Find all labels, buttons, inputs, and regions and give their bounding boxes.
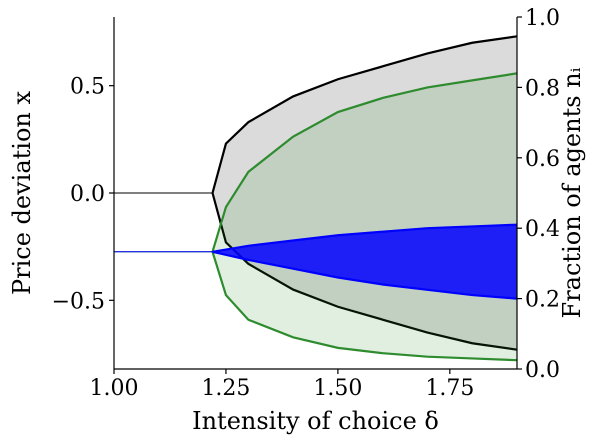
upper-envelope-2 (212, 223, 518, 253)
series-2 (114, 223, 518, 300)
right-y-axis-label: Fraction of agents nᵢ (558, 67, 586, 318)
x-tick-label: 1.25 (201, 376, 250, 401)
right-y-tick-label: 0.8 (525, 76, 560, 101)
x-tick-label: 1.75 (425, 376, 474, 401)
lower-envelope-2 (212, 250, 518, 300)
left-y-tick-label: 0.0 (70, 182, 105, 207)
lower-envelope-1 (211, 251, 518, 362)
bifurcation-bands (114, 35, 518, 362)
upper-envelope-1 (211, 72, 518, 253)
x-axis-label: Intensity of choice δ (192, 407, 439, 435)
left-y-tick-label: −0.5 (52, 289, 105, 314)
upper-envelope-0 (211, 35, 518, 194)
right-y-tick-label: 1.0 (525, 6, 560, 31)
right-y-tick-label: 0.4 (525, 217, 560, 242)
ticks: 1.00 1.25 1.50 1.75 0.5 0.0 −0.5 0.0 0.2 0.4 0.6 0.… (52, 6, 560, 401)
left-y-axis-label: Price deviation x (8, 91, 36, 296)
left-y-tick-label: 0.5 (70, 75, 105, 100)
band-fill-2 (212, 224, 517, 299)
right-y-tick-label: 0.6 (525, 147, 560, 172)
right-y-tick-label: 0.0 (525, 358, 560, 383)
x-tick-label: 1.00 (90, 376, 139, 401)
right-y-tick-label: 0.2 (525, 288, 560, 313)
x-tick-label: 1.50 (313, 376, 362, 401)
